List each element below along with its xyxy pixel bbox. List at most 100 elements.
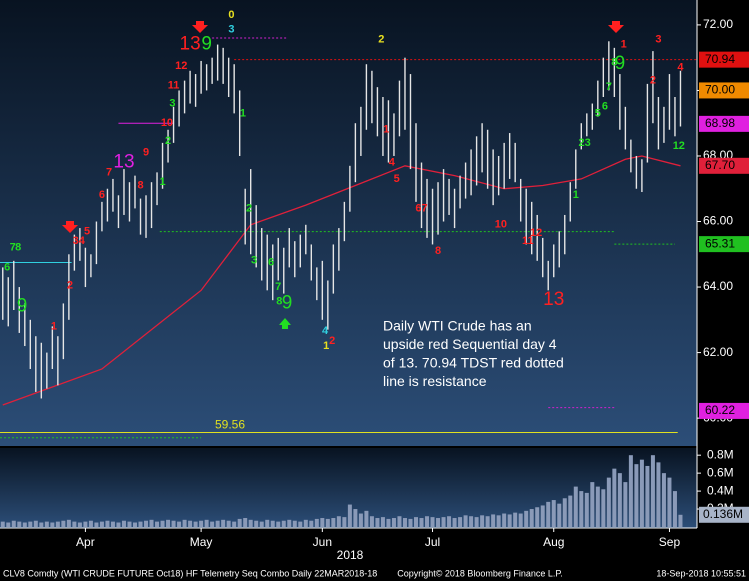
- volume-bar: [259, 521, 264, 527]
- sequential-count: 10: [495, 219, 507, 231]
- footer-text: CLV8 Comdty (WTI CRUDE FUTURE Oct18) HF …: [3, 568, 377, 578]
- volume-bar: [656, 462, 661, 527]
- volume-bar: [650, 455, 655, 527]
- volume-bar: [430, 517, 435, 527]
- setup-completion: 9: [615, 53, 626, 74]
- volume-bar: [110, 521, 115, 527]
- volume-bar: [524, 510, 529, 527]
- price-tag-label: 70.94: [705, 52, 735, 66]
- volume-bar: [601, 489, 606, 527]
- volume-bar: [11, 520, 16, 527]
- volume-bar: [193, 521, 198, 527]
- sequential-count: 1: [51, 320, 57, 332]
- sequential-count: 1: [323, 340, 329, 352]
- volume-bar: [232, 521, 237, 527]
- volume-tag: [699, 506, 749, 523]
- price-tag: [699, 115, 749, 132]
- arrow: [608, 21, 624, 33]
- sequential-count: 8: [15, 242, 21, 254]
- y-tick-label: 62.00: [703, 345, 733, 359]
- volume-bar: [540, 505, 545, 527]
- sequential-count: 3: [169, 97, 175, 109]
- note-line: Daily WTI Crude has an: [383, 318, 532, 334]
- sequential-count: 8: [435, 245, 441, 257]
- volume-bar: [83, 521, 88, 527]
- footer-text: 18-Sep-2018 10:55:51: [656, 568, 746, 578]
- sequential-count: 2: [650, 75, 656, 87]
- volume-bar: [248, 519, 253, 527]
- note-line: line is resistance: [383, 373, 487, 389]
- volume-bar: [546, 501, 551, 527]
- volume-bar: [28, 521, 33, 527]
- volume-bar: [33, 520, 38, 527]
- price-tag: [699, 157, 749, 174]
- volume-bar: [149, 519, 154, 527]
- volume-bar: [325, 518, 330, 527]
- x-tick-label: Apr: [76, 535, 95, 549]
- volume-bar: [386, 518, 391, 527]
- volume-bar: [672, 491, 677, 527]
- volume-bar: [562, 498, 567, 527]
- y-tick-label: 64.00: [703, 279, 733, 293]
- sequential-count: 8: [137, 179, 143, 191]
- sequential-count: 1: [573, 189, 579, 201]
- price-tag: [699, 402, 749, 419]
- x-tick-label: Sep: [659, 535, 681, 549]
- volume-bar: [551, 500, 556, 527]
- x-tick-label: Aug: [543, 535, 564, 549]
- volume-bar: [298, 521, 303, 527]
- volume-bar: [491, 514, 496, 527]
- sequential-count: 12: [175, 60, 187, 72]
- sequential-count: 2: [329, 335, 335, 347]
- sequential-count: 2: [165, 135, 171, 147]
- y-tick-label: 72.00: [703, 17, 733, 31]
- volume-bar: [276, 521, 281, 527]
- sequential-count: 4: [389, 156, 396, 168]
- sequential-count: 67: [415, 202, 427, 214]
- sequential-count: 7: [275, 281, 281, 293]
- sequential-count: 12: [673, 140, 685, 152]
- sequential-count: 5: [84, 225, 90, 237]
- note-line: of 13. 70.94 TDST red dotted: [383, 355, 564, 371]
- x-axis-label: 2018: [337, 548, 364, 562]
- volume-bar: [188, 520, 193, 527]
- sequential-count: 8: [276, 296, 282, 308]
- volume-bar: [458, 517, 463, 527]
- volume-bar: [138, 521, 143, 527]
- sequential-count: 1: [240, 107, 246, 119]
- sequential-count: 2: [67, 279, 73, 291]
- volume-bar: [94, 522, 99, 527]
- volume-bar: [88, 520, 93, 527]
- sequential-count: 3: [228, 24, 234, 36]
- volume-bar: [413, 517, 418, 527]
- sequential-count: 0: [228, 9, 234, 21]
- volume-bar: [518, 513, 523, 527]
- note-line: upside red Sequential day 4: [383, 336, 557, 352]
- volume-bar: [391, 518, 396, 527]
- volume-bar: [557, 503, 562, 527]
- volume-bar: [116, 522, 121, 527]
- price-tag-label: 60.22: [705, 403, 735, 417]
- volume-bar: [55, 521, 60, 527]
- price-tag-label: 70.00: [705, 83, 735, 97]
- note: Daily WTI Crude has an upside red Sequent…: [383, 318, 564, 390]
- volume-bar: [408, 518, 413, 527]
- price-tag-label: 67.70: [705, 158, 735, 172]
- price-tag-label: 68.98: [705, 116, 735, 130]
- volume-bar: [72, 521, 77, 527]
- setup-completion: 9: [17, 296, 28, 317]
- volume-bar: [535, 507, 540, 527]
- volume-bar: [292, 520, 297, 527]
- volume-bar: [309, 520, 314, 527]
- volume-bar: [380, 517, 385, 527]
- volume-bar: [127, 521, 132, 527]
- volume-tick-label: 0.8M: [707, 447, 734, 461]
- volume-bar: [342, 517, 347, 527]
- sequential-count: 10: [161, 117, 173, 129]
- volume-bar: [177, 521, 182, 527]
- volume-bar: [270, 520, 275, 527]
- sequential-count: 5: [595, 107, 601, 119]
- sequential-count: 9: [143, 147, 149, 159]
- volume-bar: [320, 518, 325, 527]
- volume-bar: [99, 521, 104, 527]
